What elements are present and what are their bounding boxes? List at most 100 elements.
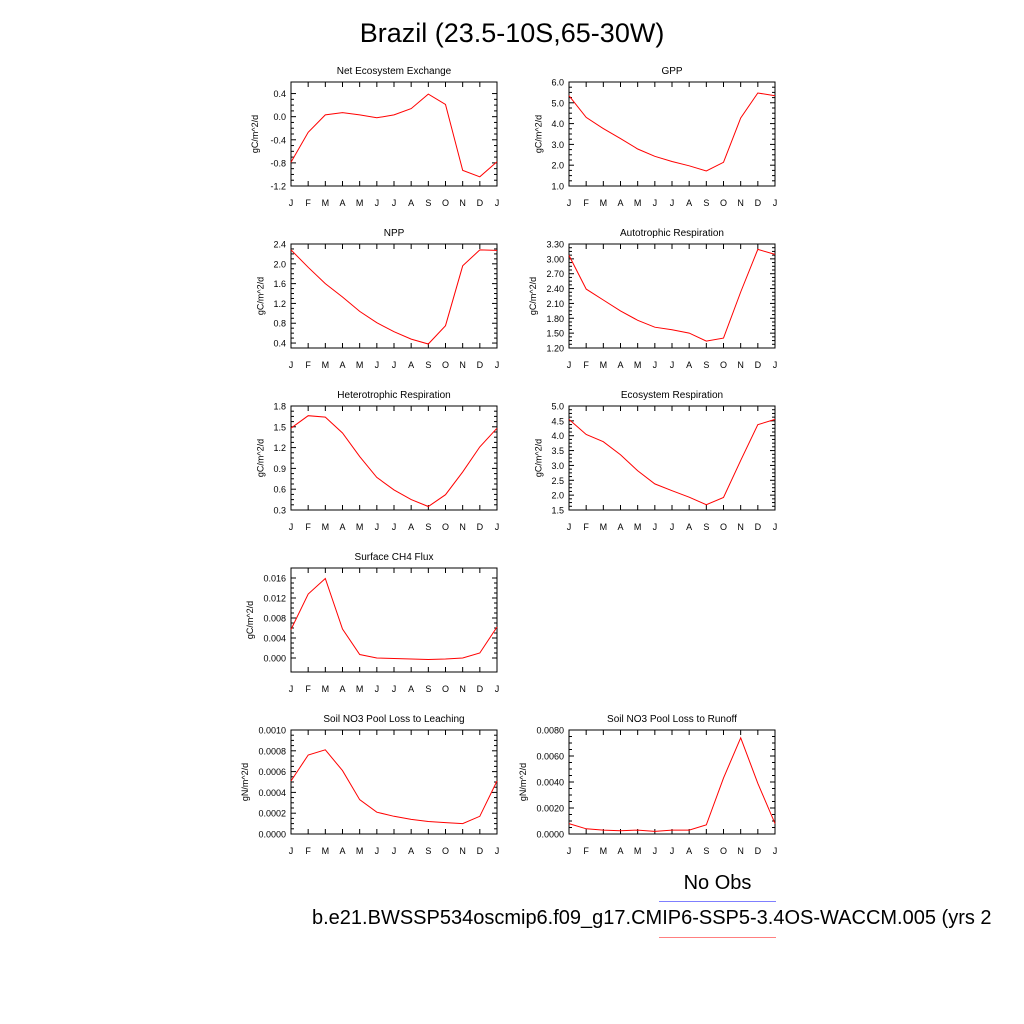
x-tick-label: S <box>425 522 431 532</box>
x-tick-label: A <box>617 360 623 370</box>
y-tick-label: 2.40 <box>546 284 564 294</box>
y-tick-label: 0.0040 <box>536 778 564 788</box>
y-tick-label: 1.5 <box>551 506 564 516</box>
x-tick-label: S <box>703 522 709 532</box>
x-tick-label: A <box>617 846 623 856</box>
x-tick-label: J <box>773 360 778 370</box>
x-tick-label: A <box>339 684 345 694</box>
y-tick-label: 0.0020 <box>536 804 564 814</box>
x-tick-label: J <box>653 522 658 532</box>
y-tick-label: 0.0000 <box>258 830 286 840</box>
x-tick-label: S <box>425 846 431 856</box>
x-tick-label: M <box>634 522 642 532</box>
x-tick-label: J <box>289 684 294 694</box>
x-tick-label: M <box>322 198 330 208</box>
x-tick-label: O <box>442 684 449 694</box>
x-tick-label: J <box>495 360 500 370</box>
x-tick-label: M <box>322 846 330 856</box>
x-tick-label: J <box>289 522 294 532</box>
x-tick-label: F <box>305 360 311 370</box>
x-tick-label: J <box>653 846 658 856</box>
x-tick-label: M <box>356 846 364 856</box>
y-tick-label: 3.00 <box>546 254 564 264</box>
panel-title: Ecosystem Respiration <box>621 390 723 401</box>
y-tick-label: 0.0010 <box>258 726 286 736</box>
y-tick-label: 0.4 <box>273 89 286 99</box>
x-tick-label: N <box>737 522 744 532</box>
x-tick-label: O <box>442 522 449 532</box>
x-tick-label: F <box>583 198 589 208</box>
x-tick-label: J <box>392 198 397 208</box>
y-tick-label: 3.0 <box>551 140 564 150</box>
x-tick-label: M <box>356 360 364 370</box>
x-tick-label: N <box>737 360 744 370</box>
y-tick-label: -1.2 <box>270 182 286 192</box>
x-tick-label: D <box>477 522 484 532</box>
legend-obs-line <box>659 901 776 902</box>
series-line <box>568 248 776 342</box>
x-tick-label: O <box>720 846 727 856</box>
x-tick-label: J <box>495 198 500 208</box>
x-tick-label: J <box>653 198 658 208</box>
y-tick-label: 0.0060 <box>536 752 564 762</box>
x-tick-label: A <box>339 522 345 532</box>
x-tick-label: J <box>567 522 572 532</box>
panel-title: Soil NO3 Pool Loss to Runoff <box>607 714 737 725</box>
x-tick-label: J <box>670 522 675 532</box>
y-tick-label: 2.0 <box>551 161 564 171</box>
x-tick-label: M <box>600 846 608 856</box>
x-tick-label: N <box>737 846 744 856</box>
y-axis-label: gC/m^2/d <box>533 115 543 153</box>
x-tick-label: A <box>686 198 692 208</box>
x-tick-label: M <box>600 360 608 370</box>
x-tick-label: O <box>720 360 727 370</box>
series-line <box>568 736 776 832</box>
x-tick-label: J <box>670 360 675 370</box>
y-tick-label: 2.70 <box>546 269 564 279</box>
x-tick-label: A <box>686 360 692 370</box>
plot-frame <box>568 81 776 187</box>
x-tick-label: M <box>322 522 330 532</box>
x-tick-label: A <box>408 684 414 694</box>
x-tick-label: A <box>686 522 692 532</box>
x-tick-label: F <box>305 522 311 532</box>
x-tick-label: J <box>495 846 500 856</box>
x-tick-label: S <box>425 198 431 208</box>
x-tick-label: M <box>634 846 642 856</box>
x-tick-label: J <box>670 846 675 856</box>
x-tick-label: F <box>583 522 589 532</box>
plot-frame <box>290 81 498 187</box>
x-tick-label: F <box>305 198 311 208</box>
x-tick-label: S <box>425 684 431 694</box>
plot-frame <box>290 405 498 511</box>
x-tick-label: M <box>322 360 330 370</box>
x-tick-label: M <box>356 198 364 208</box>
main-title: Brazil (23.5-10S,65-30W) <box>359 18 665 48</box>
y-tick-label: 1.0 <box>551 182 564 192</box>
x-tick-label: J <box>495 522 500 532</box>
y-tick-label: 1.2 <box>273 299 286 309</box>
x-tick-label: A <box>617 198 623 208</box>
x-tick-label: J <box>375 684 380 694</box>
series-line <box>290 749 498 825</box>
series-line <box>290 415 498 508</box>
y-tick-label: 1.2 <box>273 443 286 453</box>
x-tick-label: J <box>375 846 380 856</box>
plot-frame <box>290 729 498 835</box>
panel-title: Net Ecosystem Exchange <box>337 66 452 77</box>
y-tick-label: 3.0 <box>551 461 564 471</box>
x-tick-label: D <box>755 198 762 208</box>
y-tick-label: 0.8 <box>273 319 286 329</box>
y-tick-label: 0.0 <box>273 112 286 122</box>
panel-title: Soil NO3 Pool Loss to Leaching <box>323 714 464 725</box>
y-tick-label: 0.0002 <box>258 809 286 819</box>
x-tick-label: J <box>670 198 675 208</box>
x-tick-label: D <box>755 360 762 370</box>
x-tick-label: D <box>755 522 762 532</box>
y-tick-label: 0.0004 <box>258 788 286 798</box>
panel-title: Surface CH4 Flux <box>355 552 434 563</box>
